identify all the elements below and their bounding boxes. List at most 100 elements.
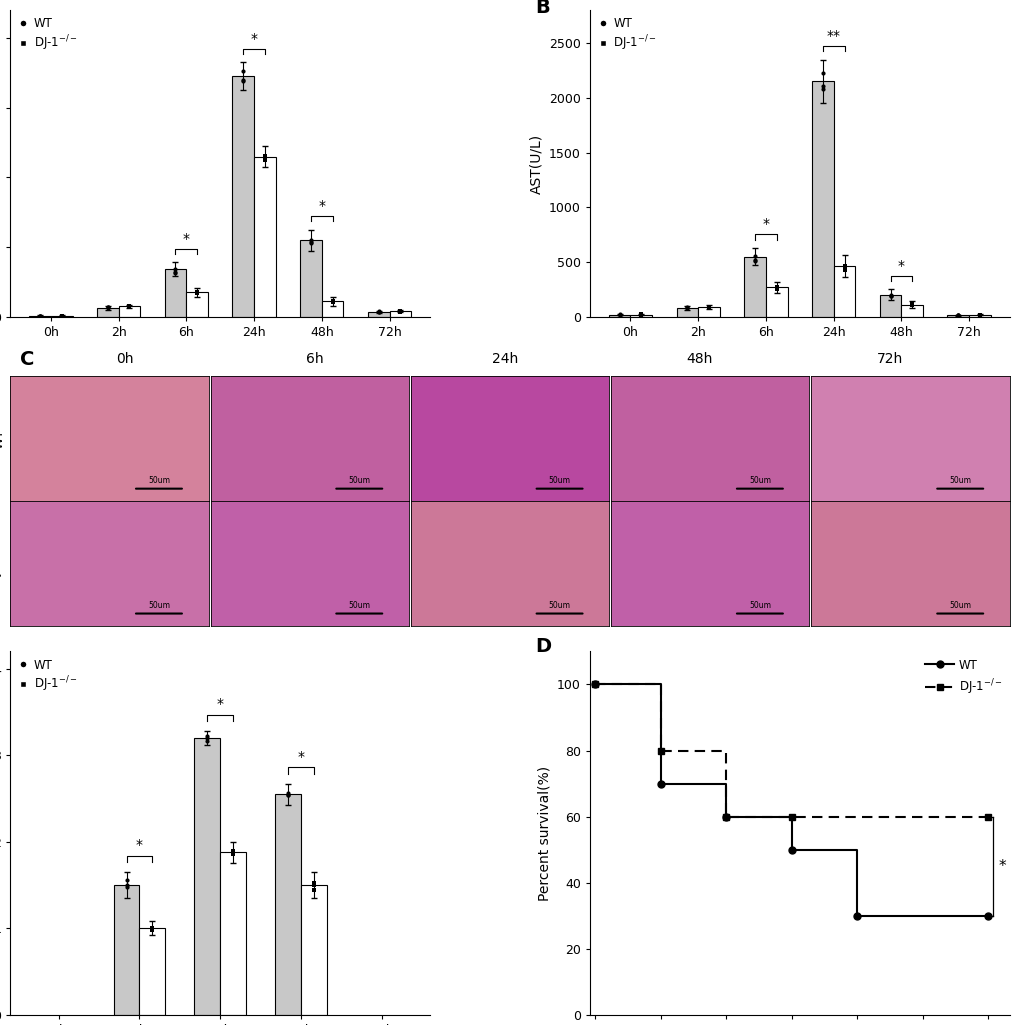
Point [257, 152, 273, 168]
Bar [765, 287, 787, 317]
Bar [368, 312, 389, 317]
Text: D: D [535, 637, 551, 656]
Bar [30, 316, 51, 317]
Legend: WT, DJ-1$^{-/-}$: WT, DJ-1$^{-/-}$ [923, 657, 1003, 698]
Text: *: * [761, 217, 768, 231]
Y-axis label: WT: WT [0, 428, 6, 449]
Point [971, 306, 987, 323]
Point [746, 252, 762, 269]
Point [814, 81, 830, 97]
Bar [744, 256, 765, 317]
Legend: WT, DJ-1$^{-/-}$: WT, DJ-1$^{-/-}$ [595, 16, 657, 54]
Point [768, 280, 785, 296]
Point [199, 730, 215, 746]
Point [279, 786, 296, 803]
Text: *: * [251, 32, 258, 46]
Point [32, 308, 48, 324]
Bar [301, 885, 326, 1015]
Point [610, 306, 627, 323]
Bar [140, 929, 165, 1015]
Point [32, 308, 48, 324]
Point [746, 252, 762, 269]
Point [306, 876, 322, 893]
Point [950, 306, 966, 323]
Point [679, 299, 695, 316]
Text: 48h: 48h [686, 353, 712, 366]
Point [881, 287, 898, 303]
Bar [220, 852, 246, 1015]
Point [700, 299, 716, 316]
Text: C: C [20, 350, 35, 369]
Bar [630, 315, 651, 317]
Point [32, 308, 48, 324]
Bar [968, 315, 989, 317]
Point [167, 264, 183, 281]
Bar [878, 295, 901, 317]
Point [633, 306, 649, 323]
Point [189, 284, 205, 300]
Text: 50um: 50um [347, 476, 370, 485]
Point [53, 308, 69, 324]
Bar [811, 81, 833, 317]
Point [121, 298, 138, 315]
Point [633, 306, 649, 323]
Point [768, 281, 785, 297]
Point [679, 300, 695, 317]
Point [279, 786, 296, 803]
Text: *: * [897, 258, 904, 273]
Point [199, 733, 215, 749]
Point [392, 302, 409, 319]
Point [118, 871, 135, 888]
Point [950, 308, 966, 324]
Point [679, 299, 695, 316]
Bar [833, 266, 855, 317]
Bar [186, 292, 208, 317]
Point [303, 235, 319, 251]
Point [225, 845, 242, 861]
Point [370, 303, 386, 320]
Text: *: * [136, 838, 143, 852]
Point [881, 288, 898, 304]
Point [324, 293, 340, 310]
Bar [51, 316, 72, 317]
Point [189, 285, 205, 301]
Text: 6h: 6h [306, 353, 324, 366]
Bar [608, 315, 630, 317]
Point [814, 66, 830, 82]
Bar [300, 240, 322, 317]
Bar [164, 270, 186, 317]
Text: 24h: 24h [491, 353, 518, 366]
Point [814, 78, 830, 94]
Text: *: * [182, 232, 190, 246]
Point [306, 875, 322, 892]
Text: 50um: 50um [748, 601, 770, 610]
Point [392, 303, 409, 320]
Bar [97, 308, 118, 317]
Text: 50um: 50um [148, 476, 170, 485]
Point [746, 248, 762, 264]
Point [903, 297, 919, 314]
Point [144, 919, 160, 936]
Point [121, 298, 138, 315]
Point [144, 921, 160, 938]
Bar [947, 315, 968, 317]
Point [836, 259, 852, 276]
Point [167, 260, 183, 277]
Point [971, 306, 987, 323]
Point [279, 785, 296, 802]
Text: 50um: 50um [148, 601, 170, 610]
Text: 50um: 50um [347, 601, 370, 610]
Point [234, 64, 251, 80]
Point [121, 298, 138, 315]
Y-axis label: AST(U/L): AST(U/L) [529, 133, 543, 194]
Point [100, 299, 116, 316]
Point [303, 234, 319, 250]
Point [199, 728, 215, 744]
Point [100, 298, 116, 315]
Text: *: * [216, 697, 223, 711]
Point [306, 882, 322, 898]
Point [225, 843, 242, 859]
Point [257, 149, 273, 165]
Text: 50um: 50um [949, 601, 970, 610]
Point [144, 920, 160, 937]
